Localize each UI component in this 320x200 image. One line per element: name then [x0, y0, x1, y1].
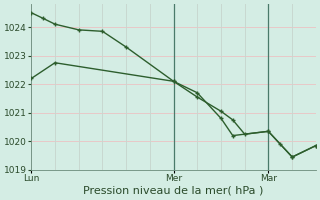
X-axis label: Pression niveau de la mer( hPa ): Pression niveau de la mer( hPa ) [84, 186, 264, 196]
